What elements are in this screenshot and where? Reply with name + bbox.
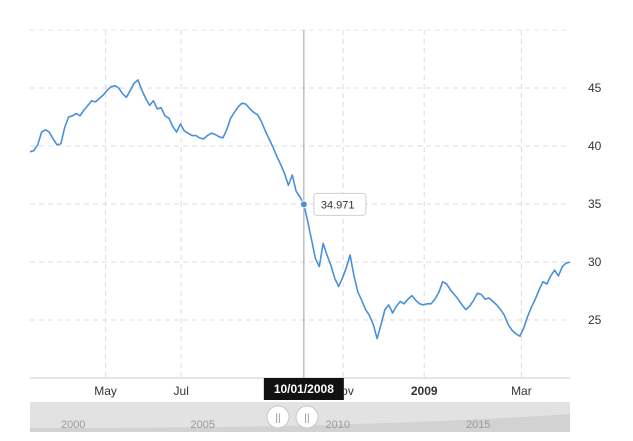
y-tick-label: 25 [588,313,602,327]
navigator-year-label: 2005 [191,419,215,431]
value-tooltip: 34.971 [313,192,367,216]
y-tick-label: 45 [588,81,602,95]
tooltip-box [313,192,367,216]
crosshair-date-label: 10/01/2008 [263,378,344,400]
left-handle-icon: || [275,413,280,424]
navigator-left-handle[interactable]: || [266,405,290,429]
price-series-line [29,79,571,340]
x-tick-label: 2009 [411,384,438,398]
x-tick-label: Mar [511,384,532,398]
right-handle-icon: || [304,413,309,424]
navigator-year-label: 2015 [466,419,490,431]
navigator-year-label: 2010 [326,419,350,431]
date-label-text: 10/01/2008 [274,382,334,396]
tooltip-value: 34.971 [321,199,355,211]
crosshair-marker [299,200,308,209]
navigator-area [30,414,570,432]
navigator-year-labels: 2000 2005 2010 2015 [61,419,490,431]
x-tick-label: May [94,384,117,398]
range-navigator[interactable]: 2000 2005 2010 2015 || || [30,402,570,432]
chart-grid [30,29,570,378]
navigator-right-handle[interactable]: || [295,405,319,429]
y-tick-label: 35 [588,197,602,211]
x-tick-label: Jul [174,384,189,398]
y-axis: 25 30 35 40 45 [588,81,602,327]
date-label-box [263,378,344,400]
y-tick-label: 40 [588,139,602,153]
navigator-year-label: 2000 [61,419,85,431]
y-tick-label: 30 [588,255,602,269]
